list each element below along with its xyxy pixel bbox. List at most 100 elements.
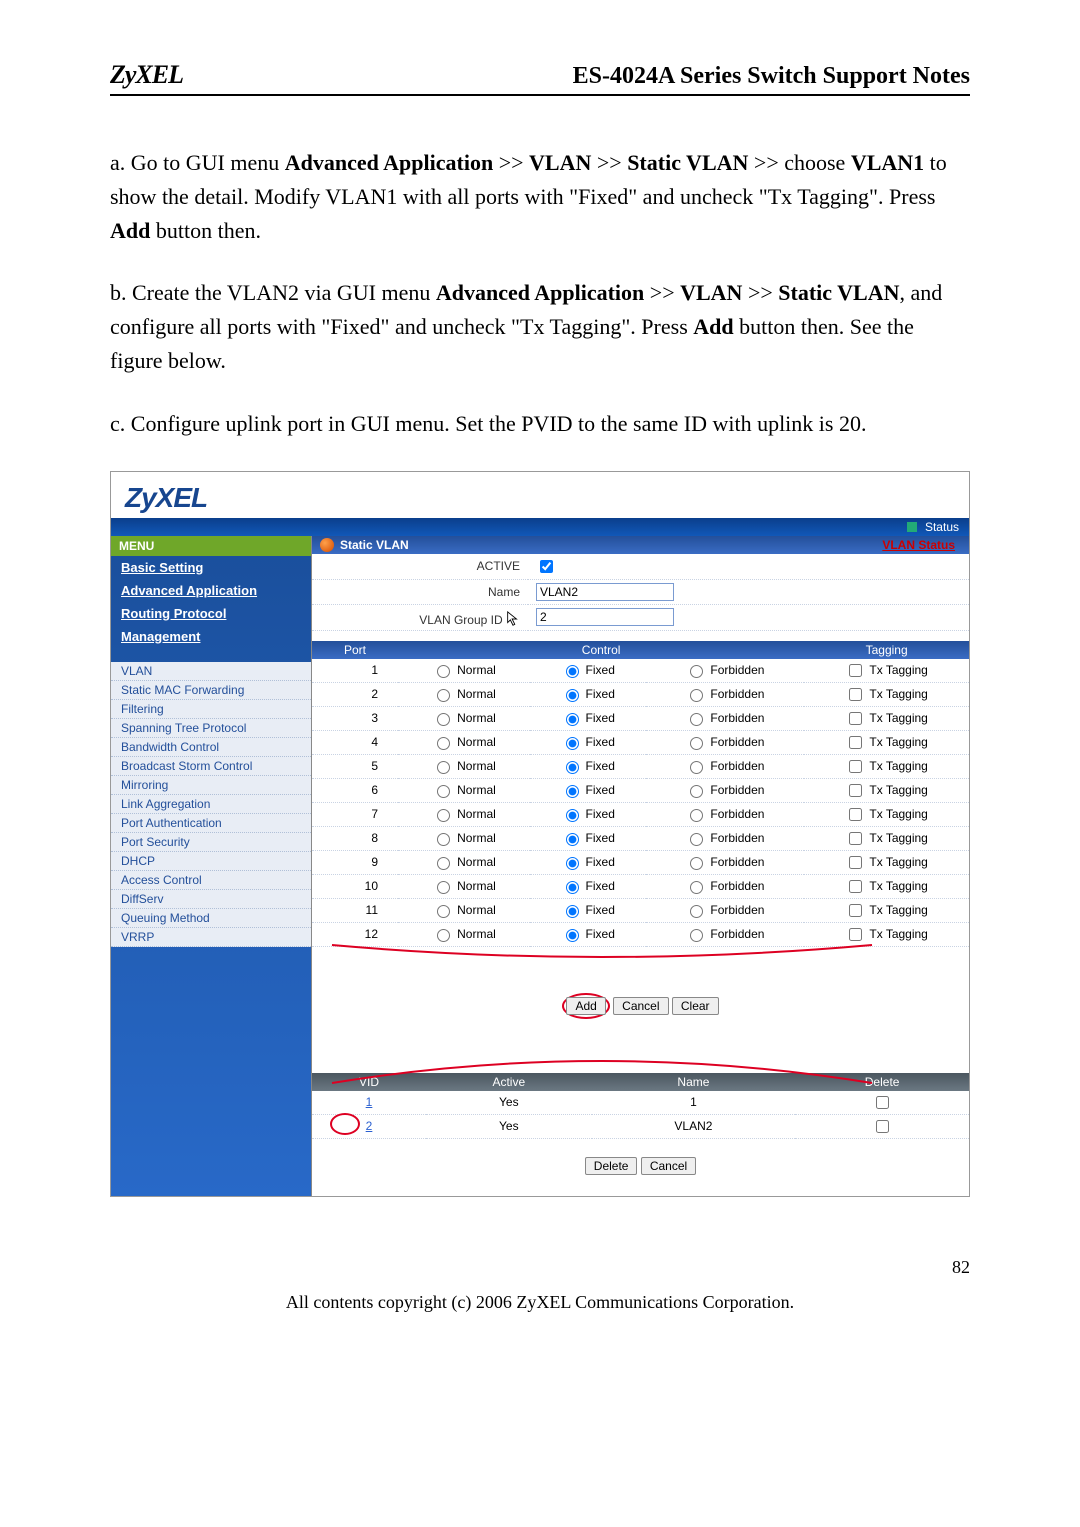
- fixed-radio[interactable]: [566, 689, 579, 702]
- txtagging-checkbox[interactable]: [849, 736, 862, 749]
- normal-radio[interactable]: [437, 665, 450, 678]
- fixed-radio[interactable]: [566, 857, 579, 870]
- txtagging-checkbox[interactable]: [849, 784, 862, 797]
- txtagging-checkbox[interactable]: [849, 664, 862, 677]
- menu-group-management[interactable]: Management: [111, 625, 311, 648]
- fixed-radio[interactable]: [566, 905, 579, 918]
- forbidden-radio[interactable]: [690, 905, 703, 918]
- menu-sub-vlan[interactable]: VLAN: [111, 662, 311, 681]
- menu-sub-port-authentication[interactable]: Port Authentication: [111, 814, 311, 833]
- fixed-radio[interactable]: [566, 881, 579, 894]
- fixed-label: Fixed: [586, 903, 615, 917]
- txtagging-label: Tx Tagging: [869, 735, 927, 749]
- menu-sub-bandwidth-control[interactable]: Bandwidth Control: [111, 738, 311, 757]
- fixed-label: Fixed: [586, 807, 615, 821]
- txtagging-checkbox[interactable]: [849, 760, 862, 773]
- fixed-radio[interactable]: [566, 809, 579, 822]
- vlan-status-link[interactable]: VLAN Status: [882, 538, 961, 552]
- cancel-button[interactable]: Cancel: [613, 997, 668, 1015]
- forbidden-label: Forbidden: [710, 687, 764, 701]
- delete-button[interactable]: Delete: [585, 1157, 638, 1175]
- normal-radio[interactable]: [437, 833, 450, 846]
- menu-sub-access-control[interactable]: Access Control: [111, 871, 311, 890]
- menu-group-basic[interactable]: Basic Setting: [111, 556, 311, 579]
- delete-checkbox[interactable]: [876, 1120, 889, 1133]
- txtagging-checkbox[interactable]: [849, 904, 862, 917]
- forbidden-label: Forbidden: [710, 855, 764, 869]
- forbidden-radio[interactable]: [690, 809, 703, 822]
- add-button[interactable]: Add: [566, 997, 605, 1015]
- fixed-radio[interactable]: [566, 737, 579, 750]
- fixed-radio[interactable]: [566, 713, 579, 726]
- txtagging-checkbox[interactable]: [849, 832, 862, 845]
- forbidden-radio[interactable]: [690, 785, 703, 798]
- menu-sub-diffserv[interactable]: DiffServ: [111, 890, 311, 909]
- menu-sub-mirroring[interactable]: Mirroring: [111, 776, 311, 795]
- brand-logo: ZyXEL: [110, 60, 183, 90]
- port-number: 10: [312, 874, 398, 898]
- port-number: 8: [312, 826, 398, 850]
- forbidden-radio[interactable]: [690, 713, 703, 726]
- forbidden-label: Forbidden: [710, 879, 764, 893]
- normal-radio[interactable]: [437, 689, 450, 702]
- normal-radio[interactable]: [437, 737, 450, 750]
- port-number: 4: [312, 730, 398, 754]
- name-input[interactable]: [536, 583, 674, 601]
- menu-sub-filtering[interactable]: Filtering: [111, 700, 311, 719]
- vid-link[interactable]: 1: [366, 1095, 373, 1109]
- name-cell: VLAN2: [592, 1114, 796, 1138]
- normal-radio[interactable]: [437, 713, 450, 726]
- txtagging-checkbox[interactable]: [849, 856, 862, 869]
- forbidden-radio[interactable]: [690, 689, 703, 702]
- txtagging-checkbox[interactable]: [849, 688, 862, 701]
- forbidden-radio[interactable]: [690, 833, 703, 846]
- normal-radio[interactable]: [437, 881, 450, 894]
- normal-radio[interactable]: [437, 785, 450, 798]
- forbidden-radio[interactable]: [690, 737, 703, 750]
- txtagging-checkbox[interactable]: [849, 712, 862, 725]
- clear-button[interactable]: Clear: [672, 997, 719, 1015]
- txtagging-label: Tx Tagging: [869, 807, 927, 821]
- normal-label: Normal: [457, 903, 496, 917]
- txtagging-checkbox[interactable]: [849, 880, 862, 893]
- fixed-radio[interactable]: [566, 665, 579, 678]
- txtagging-checkbox[interactable]: [849, 808, 862, 821]
- group-id-input[interactable]: [536, 608, 674, 626]
- gui-screenshot: ZyXEL Status MENU Basic Setting Advanced…: [110, 471, 970, 1197]
- txtagging-label: Tx Tagging: [869, 711, 927, 725]
- menu-sub-spanning-tree-protocol[interactable]: Spanning Tree Protocol: [111, 719, 311, 738]
- normal-radio[interactable]: [437, 809, 450, 822]
- normal-radio[interactable]: [437, 857, 450, 870]
- fixed-label: Fixed: [586, 879, 615, 893]
- txtagging-label: Tx Tagging: [869, 783, 927, 797]
- menu-sub-broadcast-storm-control[interactable]: Broadcast Storm Control: [111, 757, 311, 776]
- txtagging-label: Tx Tagging: [869, 687, 927, 701]
- menu-sub-vrrp[interactable]: VRRP: [111, 928, 311, 947]
- menu-sub-queuing-method[interactable]: Queuing Method: [111, 909, 311, 928]
- status-link[interactable]: Status: [925, 520, 959, 534]
- menu-group-advanced[interactable]: Advanced Application: [111, 579, 311, 602]
- menu-sub-link-aggregation[interactable]: Link Aggregation: [111, 795, 311, 814]
- forbidden-radio[interactable]: [690, 857, 703, 870]
- menu-sub-port-security[interactable]: Port Security: [111, 833, 311, 852]
- fixed-radio[interactable]: [566, 785, 579, 798]
- menu-sub-static-mac-forwarding[interactable]: Static MAC Forwarding: [111, 681, 311, 700]
- fixed-radio[interactable]: [566, 833, 579, 846]
- cancel-button-2[interactable]: Cancel: [641, 1157, 696, 1175]
- delete-checkbox[interactable]: [876, 1096, 889, 1109]
- forbidden-radio[interactable]: [690, 881, 703, 894]
- forbidden-radio[interactable]: [690, 665, 703, 678]
- ui-brand-logo: ZyXEL: [125, 482, 207, 513]
- fixed-label: Fixed: [586, 759, 615, 773]
- fixed-radio[interactable]: [566, 761, 579, 774]
- paragraph-c: c. Configure uplink port in GUI menu. Se…: [110, 407, 970, 441]
- normal-label: Normal: [457, 783, 496, 797]
- forbidden-label: Forbidden: [710, 783, 764, 797]
- vid-link[interactable]: 2: [366, 1119, 373, 1133]
- normal-radio[interactable]: [437, 905, 450, 918]
- normal-radio[interactable]: [437, 761, 450, 774]
- active-checkbox[interactable]: [540, 560, 553, 573]
- menu-sub-dhcp[interactable]: DHCP: [111, 852, 311, 871]
- menu-group-routing[interactable]: Routing Protocol: [111, 602, 311, 625]
- forbidden-radio[interactable]: [690, 761, 703, 774]
